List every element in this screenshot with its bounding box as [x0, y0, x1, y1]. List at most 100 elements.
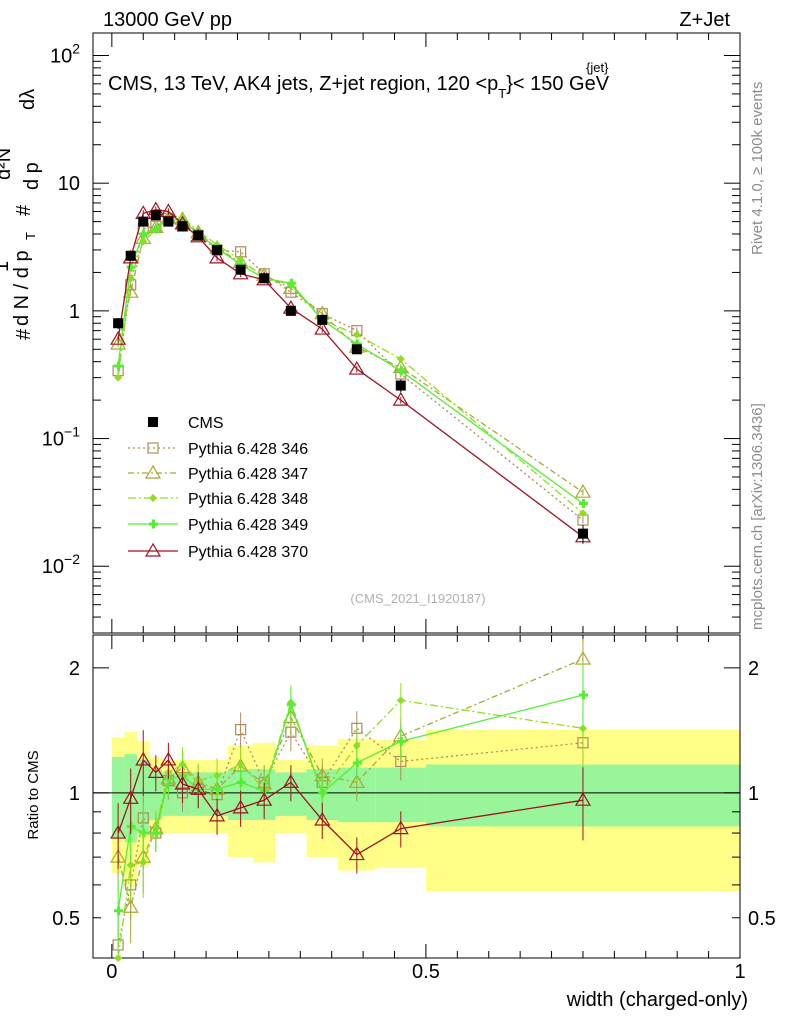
y-label-dl: dλ	[17, 89, 39, 110]
ratio-series-5	[110, 730, 592, 874]
data-point	[574, 791, 592, 806]
data-point	[114, 373, 123, 382]
title-sup: {jet}	[586, 60, 609, 75]
data-point	[286, 700, 296, 710]
data-point	[352, 339, 362, 349]
data-point	[236, 260, 246, 270]
data-point	[209, 807, 226, 822]
title-main: CMS, 13 TeV, AK4 jets, Z+jet region, 120…	[108, 73, 498, 95]
y-label-dpT: d p	[21, 162, 43, 190]
data-point	[126, 274, 135, 283]
y-label-dN: d N / d p	[11, 250, 33, 326]
data-point	[351, 344, 362, 355]
header-left: 13000 GeV pp	[103, 9, 232, 31]
ratio-tick-label: 1	[69, 783, 80, 805]
data-point	[147, 764, 164, 778]
data-point	[110, 330, 127, 345]
legend-label: Pythia 6.428 349	[188, 517, 308, 534]
x-tick-label: 1	[734, 961, 745, 983]
title-tail: }< 150 GeV	[506, 73, 610, 95]
data-point	[282, 774, 299, 788]
data-point	[396, 736, 406, 746]
data-point	[209, 249, 226, 264]
axis-ticks: 0 0.5 1 10−2 10−1 1 10 102 0.5 0.5 1 1 2 2	[42, 33, 776, 983]
series-0	[113, 210, 588, 544]
data-point	[126, 262, 136, 272]
data-point	[396, 696, 405, 705]
legend-label: Pythia 6.428 346	[188, 441, 308, 458]
data-point	[122, 790, 139, 804]
data-point	[235, 264, 246, 275]
series-layer	[110, 201, 592, 544]
data-point	[193, 230, 204, 241]
svg-text:CMS, 13 TeV, AK4 jets, Z+jet r: CMS, 13 TeV, AK4 jets, Z+jet region, 120…	[108, 73, 610, 101]
data-point	[114, 954, 123, 962]
legend-label: CMS	[188, 415, 224, 432]
side-label-top: Rivet 4.1.0, ≥ 100k events	[749, 82, 766, 255]
ratio-tick-label-right: 1	[748, 783, 759, 805]
ratio-line	[117, 658, 584, 908]
inner-band-bin	[149, 769, 163, 821]
data-point	[286, 278, 296, 288]
main-plot-frame	[92, 32, 741, 634]
data-point	[147, 442, 159, 454]
data-point	[352, 758, 362, 768]
data-point	[126, 861, 135, 870]
ratio-plot-frame	[92, 634, 741, 959]
data-point	[232, 799, 249, 814]
data-point	[578, 690, 588, 700]
legend-label: Pythia 6.428 347	[188, 466, 308, 483]
data-point	[212, 244, 223, 255]
data-point	[348, 774, 365, 788]
ratio-tick-label: 0.5	[52, 908, 80, 930]
x-tick-label: 0	[106, 961, 117, 983]
analysis-tag: (CMS_2021_I1920187)	[350, 591, 485, 606]
legend: CMS Pythia 6.428 346 Pythia 6.428 347 Pythi…	[128, 415, 308, 561]
data-point	[149, 494, 157, 502]
data-point	[125, 250, 136, 261]
data-point	[317, 314, 328, 325]
y-tick-label: 102	[50, 40, 80, 67]
series-1	[112, 212, 589, 526]
y-label-T: T	[23, 232, 38, 240]
data-point	[285, 305, 296, 316]
y-label-d2N: d²N	[0, 148, 15, 180]
data-point	[256, 791, 273, 806]
data-point	[235, 724, 247, 736]
y-tick-label: 10−1	[42, 424, 80, 451]
data-point	[318, 788, 328, 798]
plot-title: CMS, 13 TeV, AK4 jets, Z+jet region, 120…	[108, 60, 610, 101]
x-axis-label: width (charged-only)	[566, 989, 748, 1011]
data-point	[122, 899, 139, 913]
data-point	[314, 320, 331, 335]
data-point	[174, 775, 191, 790]
data-point	[314, 811, 331, 826]
data-point	[151, 828, 161, 838]
data-point	[150, 210, 161, 221]
data-point	[574, 484, 592, 498]
data-point	[144, 464, 162, 479]
data-point	[139, 828, 149, 838]
data-point	[190, 781, 207, 795]
side-label-bottom: mcplots.cern.ch [arXiv:1306.3436]	[749, 403, 766, 630]
title-sub: T	[498, 86, 506, 101]
data-point	[259, 273, 270, 284]
data-point	[178, 216, 188, 226]
data-point	[144, 542, 162, 557]
data-point	[126, 821, 136, 831]
series-3	[114, 211, 587, 518]
uncertainty-bands	[111, 729, 740, 892]
ratio-y-label: Ratio to CMS	[25, 750, 42, 839]
data-point	[352, 330, 361, 339]
data-point	[151, 224, 161, 234]
series-2	[110, 210, 592, 498]
legend-label: Pythia 6.428 348	[188, 491, 308, 508]
y-tick-label: 10−2	[42, 551, 80, 578]
legend-label: Pythia 6.428 370	[188, 544, 308, 561]
inner-band-bin	[111, 756, 125, 838]
data-point	[352, 741, 361, 750]
data-point	[139, 229, 149, 239]
data-point	[396, 354, 405, 363]
data-point	[149, 519, 158, 529]
series-line	[117, 214, 584, 514]
